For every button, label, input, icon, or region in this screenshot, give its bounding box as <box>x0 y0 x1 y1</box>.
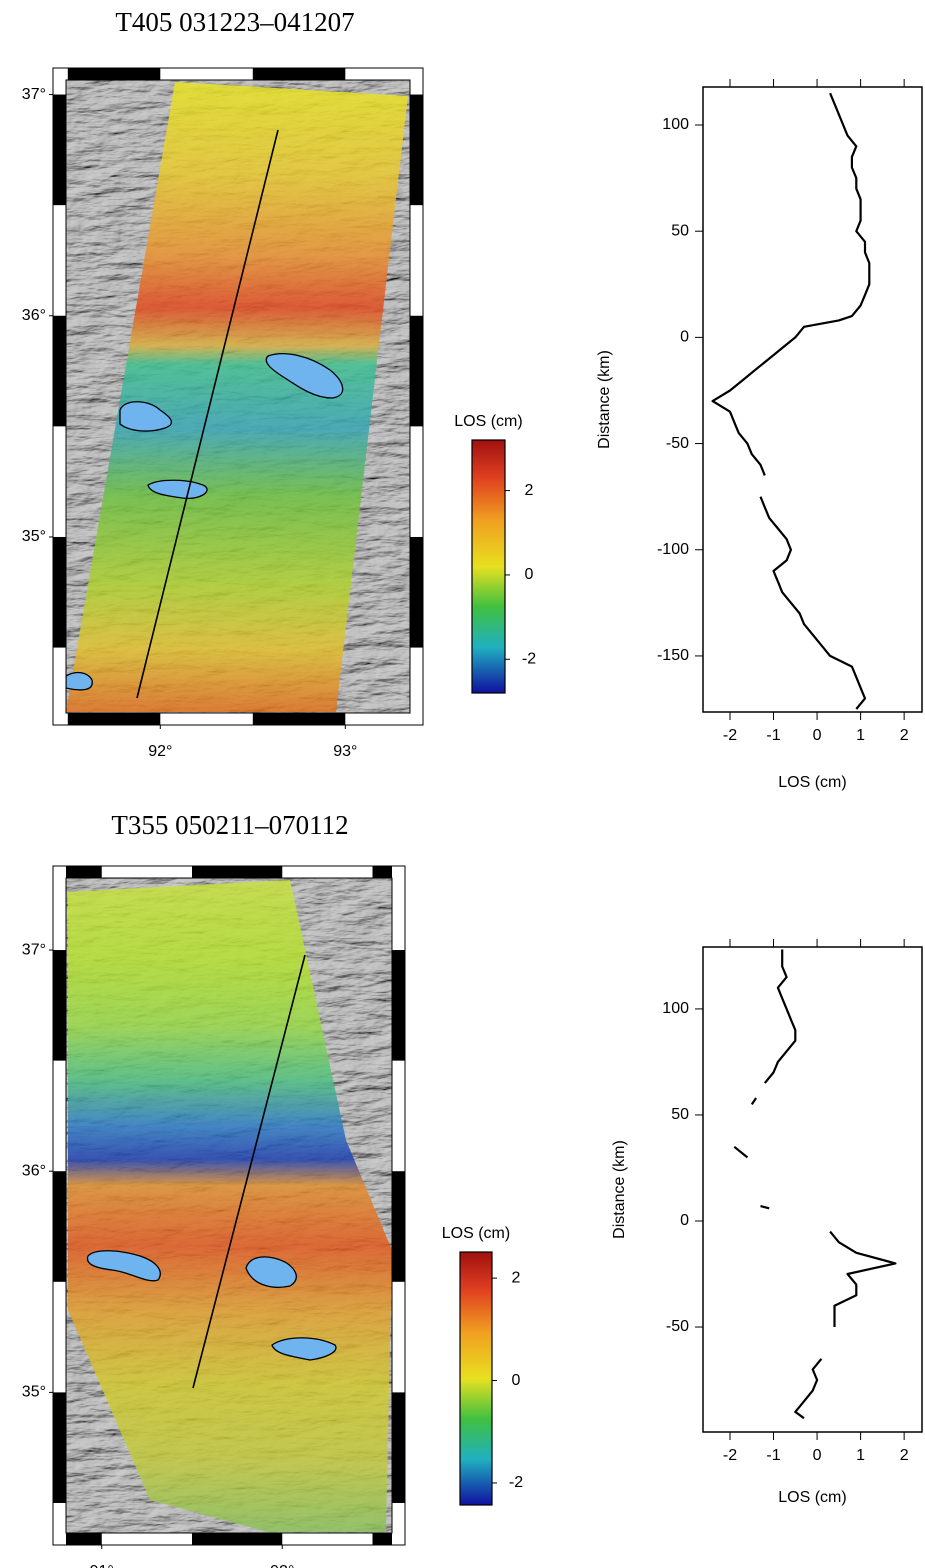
x-tick-label: -1 <box>766 1447 780 1464</box>
lake <box>147 479 208 499</box>
map-title: T355 050211–070112 <box>111 810 348 840</box>
lake <box>119 401 173 432</box>
frame-bar <box>392 950 405 1061</box>
frame-bar <box>53 950 66 1061</box>
colorbar-tick-label: -2 <box>509 1474 523 1491</box>
y-tick-label: 50 <box>671 222 689 239</box>
frame-bar <box>53 1171 66 1282</box>
frame-bar <box>53 1392 66 1503</box>
y-tick-label: 50 <box>671 1106 689 1123</box>
frame-bar <box>410 536 423 648</box>
lon-label: 92° <box>148 743 172 760</box>
frame-bar <box>191 866 283 878</box>
y-tick-label: -150 <box>657 647 689 664</box>
x-tick-label: 1 <box>856 727 865 744</box>
colorbar-tick-label: 2 <box>512 1269 521 1286</box>
colorbar-tick-label: 0 <box>512 1372 521 1389</box>
frame-bar <box>53 315 66 427</box>
y-tick-label: 100 <box>662 116 689 133</box>
y-tick-label: 0 <box>680 329 689 346</box>
lat-label: 35° <box>22 1384 46 1401</box>
frame-bar <box>372 1533 392 1545</box>
x-tick-label: -1 <box>766 727 780 744</box>
colorbar-label: LOS (cm) <box>454 413 522 430</box>
y-axis-label: Distance (km) <box>611 1140 628 1239</box>
lat-label: 36° <box>22 307 46 324</box>
frame-bar <box>191 1533 283 1545</box>
profile-line <box>192 954 306 1389</box>
insar-swath <box>68 880 392 1532</box>
profile-line <box>136 129 279 699</box>
lat-label: 37° <box>22 941 46 958</box>
lon-label: 92° <box>270 1563 294 1568</box>
x-axis-label: LOS (cm) <box>778 774 846 791</box>
frame-bar <box>67 713 161 725</box>
frame-bar <box>53 536 66 648</box>
y-tick-label: -50 <box>666 435 689 452</box>
frame-bar <box>66 1533 102 1545</box>
x-tick-label: 2 <box>900 1447 909 1464</box>
swath-fill <box>66 82 408 712</box>
frame-bar <box>252 713 346 725</box>
y-axis-label: Distance (km) <box>596 350 613 449</box>
colorbar <box>471 439 506 694</box>
lake <box>265 353 344 399</box>
plot-frame <box>702 946 923 1433</box>
y-tick-label: -50 <box>666 1318 689 1335</box>
frame-bar <box>392 1392 405 1503</box>
lon-label: 93° <box>333 743 357 760</box>
x-tick-label: 0 <box>813 727 822 744</box>
frame-bar <box>410 315 423 427</box>
y-tick-label: 100 <box>662 1000 689 1017</box>
frame-bar <box>372 866 392 878</box>
frame-bar <box>252 68 346 80</box>
y-tick-label: 0 <box>680 1212 689 1229</box>
profile <box>711 92 871 710</box>
frame-bar <box>392 1171 405 1282</box>
lat-label: 36° <box>22 1162 46 1179</box>
x-tick-label: 2 <box>900 727 909 744</box>
colorbar-tick-label: -2 <box>522 650 536 667</box>
colorbar <box>459 1251 493 1506</box>
x-tick-label: 0 <box>813 1447 822 1464</box>
frame-bar <box>67 68 161 80</box>
map-title: T405 031223–041207 <box>115 7 354 37</box>
colorbar-label: LOS (cm) <box>442 1225 510 1242</box>
lat-label: 35° <box>22 528 46 545</box>
lon-label: 91° <box>90 1563 114 1568</box>
lake <box>245 1256 297 1288</box>
frame-bar <box>66 866 102 878</box>
x-tick-label: 1 <box>856 1447 865 1464</box>
lake <box>86 1250 161 1282</box>
profile <box>733 949 897 1420</box>
colorbar-tick-label: 0 <box>525 566 534 583</box>
x-tick-label: -2 <box>723 1447 737 1464</box>
colorbar-tick-label: 2 <box>525 482 534 499</box>
plot-frame <box>702 86 923 713</box>
swath-fill <box>68 880 392 1532</box>
lat-label: 37° <box>22 86 46 103</box>
y-tick-label: -100 <box>657 541 689 558</box>
lake <box>271 1337 337 1361</box>
x-axis-label: LOS (cm) <box>778 1489 846 1506</box>
frame-bar <box>53 94 66 206</box>
insar-swath <box>66 82 408 712</box>
frame-bar <box>410 94 423 206</box>
x-tick-label: -2 <box>723 727 737 744</box>
lake <box>66 671 93 691</box>
